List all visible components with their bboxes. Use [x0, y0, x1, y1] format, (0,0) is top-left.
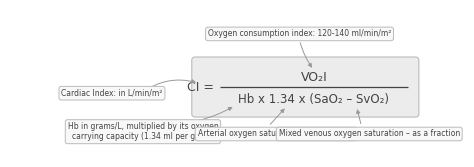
Text: Cardiac Index: in L/min/m²: Cardiac Index: in L/min/m² — [61, 89, 163, 98]
FancyBboxPatch shape — [192, 57, 419, 117]
Text: VO₂I: VO₂I — [301, 70, 327, 84]
Text: CI =: CI = — [187, 80, 218, 94]
Text: Hb in grams/L, multiplied by its oxygen
carrying capacity (1.34 ml per gram): Hb in grams/L, multiplied by its oxygen … — [68, 122, 219, 141]
Text: Mixed venous oxygen saturation – as a fraction: Mixed venous oxygen saturation – as a fr… — [279, 129, 460, 138]
Text: Oxygen consumption index: 120-140 ml/min/m²: Oxygen consumption index: 120-140 ml/min… — [208, 29, 391, 38]
Text: Arterial oxygen saturation – as a fraction: Arterial oxygen saturation – as a fracti… — [198, 129, 355, 138]
Text: Hb x 1.34 x (SaO₂ – SvO₂): Hb x 1.34 x (SaO₂ – SvO₂) — [238, 93, 389, 106]
